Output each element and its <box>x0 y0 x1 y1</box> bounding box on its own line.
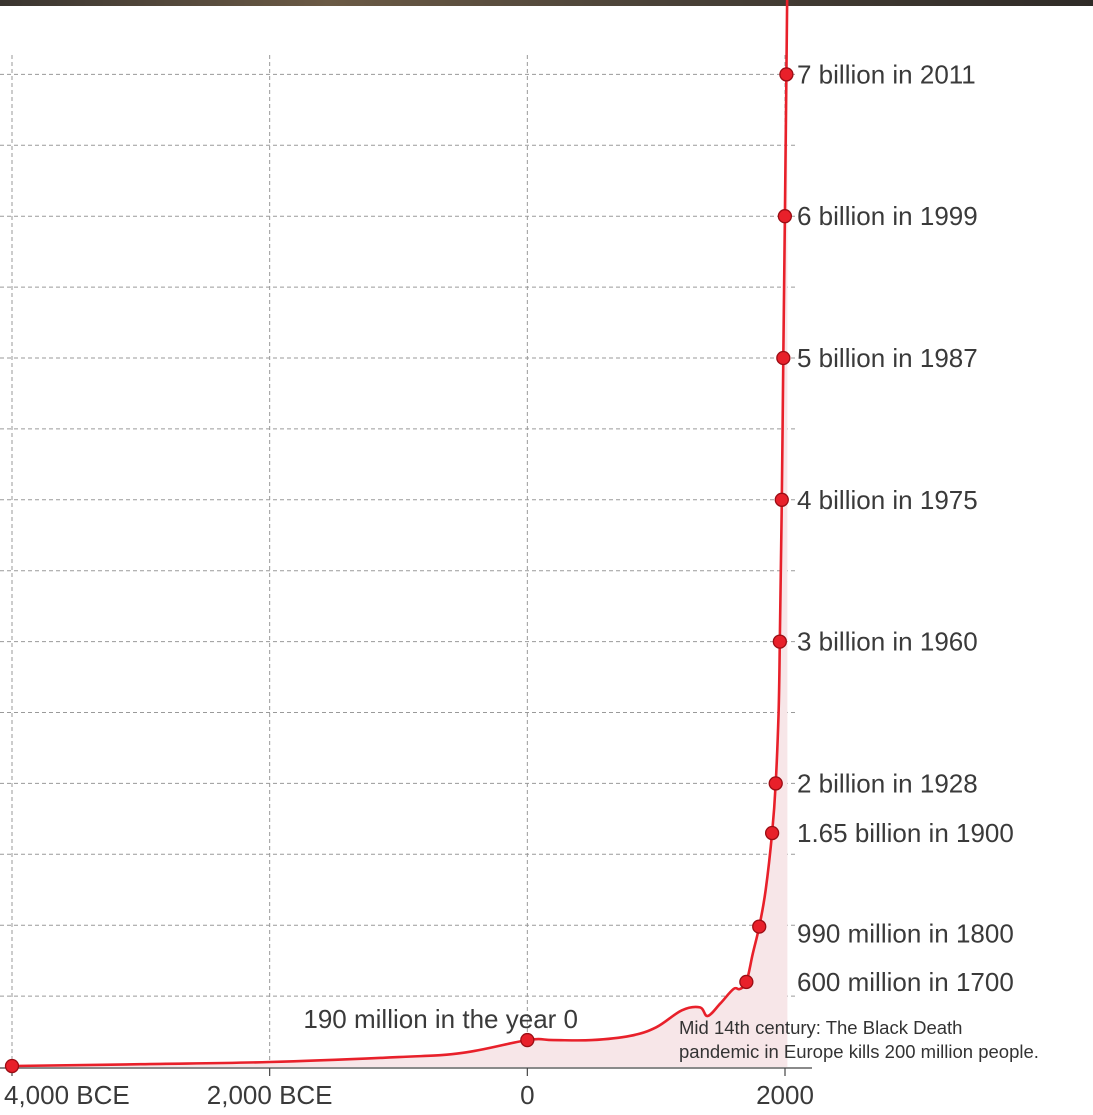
x-tick-label-3: 2000 <box>756 1080 814 1110</box>
black-death-note-line-0: Mid 14th century: The Black Death <box>679 1017 962 1038</box>
data-label-3: 990 million in 1800 <box>797 919 1014 949</box>
x-tick-label-0: 4,000 BCE <box>4 1080 130 1110</box>
data-label-7: 4 billion in 1975 <box>797 485 978 515</box>
data-point-7 <box>774 492 789 507</box>
data-label-10: 7 billion in 2011 <box>797 59 976 89</box>
data-point-3 <box>752 919 767 934</box>
series-area-fill <box>12 0 788 1067</box>
data-label-1: 190 million in the year 0 <box>303 1004 578 1034</box>
data-point-9 <box>777 209 793 224</box>
data-label-8: 5 billion in 1987 <box>797 343 978 373</box>
black-death-note-line-1: pandemic in Europe kills 200 million peo… <box>679 1041 1039 1062</box>
data-label-5: 2 billion in 1928 <box>797 768 978 798</box>
data-point-8 <box>776 350 791 366</box>
data-point-0 <box>4 1058 20 1074</box>
data-point-10 <box>779 67 794 82</box>
data-label-2: 600 million in 1700 <box>797 967 1014 997</box>
data-point-2 <box>739 974 754 990</box>
data-point-6 <box>772 634 787 649</box>
data-label-6: 3 billion in 1960 <box>797 627 978 657</box>
x-tick-label-1: 2,000 BCE <box>207 1080 333 1110</box>
data-label-9: 6 billion in 1999 <box>797 201 978 231</box>
data-point-5 <box>768 776 783 791</box>
header-image-strip <box>0 0 1093 6</box>
population-series-line <box>11 0 789 1068</box>
data-point-4 <box>764 825 780 841</box>
x-tick-label-2: 0 <box>520 1080 534 1110</box>
data-point-1 <box>520 1032 535 1048</box>
data-label-4: 1.65 billion in 1900 <box>797 818 1014 848</box>
